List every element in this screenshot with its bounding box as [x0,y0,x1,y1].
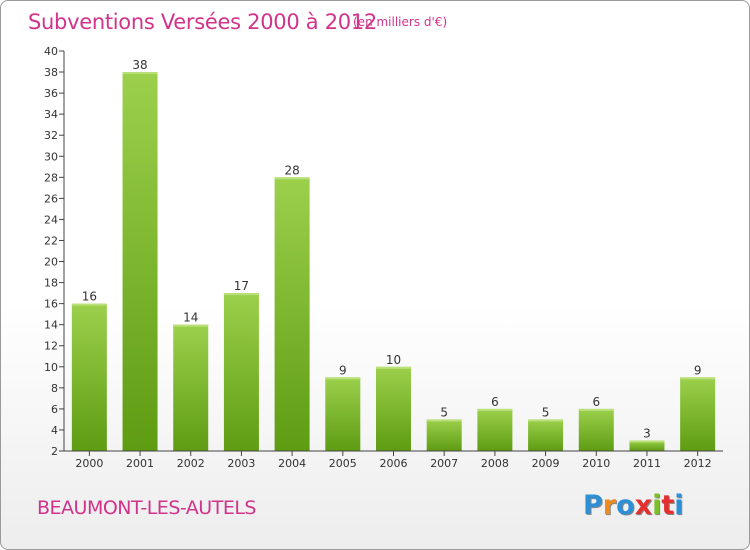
bar-top-highlight [528,419,564,422]
x-tick-label: 2007 [430,457,458,470]
y-tick-label: 8 [51,382,58,395]
bar-top-highlight [680,377,716,380]
bar [122,72,158,451]
y-tick-label: 16 [44,298,58,311]
bar-top-highlight [122,72,158,75]
logo-letter: t [661,490,675,521]
bar-value-label: 6 [491,395,499,409]
bar-value-label: 14 [183,311,198,325]
y-tick-label: 18 [44,277,58,290]
logo-letter: r [602,490,617,521]
x-tick-label: 2003 [227,457,255,470]
y-tick-label: 28 [44,171,58,184]
bar-top-highlight [71,303,107,306]
bar-value-label: 10 [386,353,401,367]
y-tick-label: 32 [44,129,58,142]
logo-letter: o [616,490,635,521]
x-tick-label: 2009 [532,457,560,470]
bars-group: 16 38 14 17 28 9 10 5 6 5 6 3 9 [71,58,716,451]
logo-letter: i [652,490,662,521]
bar [376,366,411,451]
y-tick-label: 2 [51,445,58,458]
x-tick-label: 2011 [633,457,661,470]
logo-letter: P [583,490,603,521]
bar-value-label: 5 [440,405,448,419]
y-tick-label: 34 [44,108,58,121]
bar-value-label: 9 [694,363,702,377]
logo-letter: i [674,490,684,521]
proxiti-logo[interactable]: Proxiti [583,490,684,521]
x-tick-label: 2005 [329,457,357,470]
bar-value-label: 6 [592,395,600,409]
x-tick-label: 2006 [380,457,408,470]
bar-top-highlight [376,366,411,369]
bar [223,293,259,451]
y-tick-label: 22 [44,234,58,247]
bar-top-highlight [426,419,462,422]
bar-top-highlight [477,408,513,411]
bar [274,177,310,451]
y-tick-label: 38 [44,66,58,79]
y-tick-label: 30 [44,150,58,163]
bar [629,440,665,451]
y-tick-label: 24 [44,213,58,226]
bar-value-label: 3 [643,426,651,440]
x-tick-label: 2012 [684,457,712,470]
y-tick-label: 14 [44,319,58,332]
y-tick-label: 20 [44,256,58,269]
bar-top-highlight [629,440,665,443]
bar-top-highlight [274,177,310,180]
x-axis: 2000 2001 2002 2003 2004 2005 2006 2007 2008 2009… [64,450,723,470]
bar [426,419,462,451]
y-tick-label: 12 [44,340,58,353]
bar [680,377,716,451]
bar-value-label: 16 [82,290,97,304]
bar [325,377,361,451]
y-tick-label: 6 [51,403,58,416]
x-tick-label: 2010 [582,457,610,470]
y-tick-label: 4 [51,424,58,437]
bar-value-label: 5 [542,405,550,419]
x-tick-label: 2000 [75,457,103,470]
bar-top-highlight [578,408,614,411]
bar-value-label: 38 [132,58,147,72]
bar [528,419,564,451]
x-tick-label: 2002 [177,457,205,470]
commune-name: BEAUMONT-LES-AUTELS [37,497,256,519]
x-tick-label: 2001 [126,457,154,470]
bar-top-highlight [223,293,259,296]
bar [477,408,513,451]
y-tick-label: 26 [44,192,58,205]
bar-value-label: 17 [234,279,249,293]
y-tick-label: 40 [44,45,58,58]
bar-top-highlight [325,377,361,380]
bar-value-label: 28 [284,163,299,177]
bar [71,303,107,451]
bar [578,408,614,451]
y-tick-label: 36 [44,87,58,100]
x-tick-label: 2008 [481,457,509,470]
x-tick-label: 2004 [278,457,306,470]
bar-value-label: 9 [339,363,347,377]
chart-title: Subventions Versées 2000 à 2012 [28,10,377,34]
logo-letter: x [634,490,653,521]
y-tick-label: 10 [44,361,58,374]
bar-top-highlight [173,324,209,327]
bar [173,324,209,451]
chart-unit-label: (en milliers d'€) [353,15,448,29]
